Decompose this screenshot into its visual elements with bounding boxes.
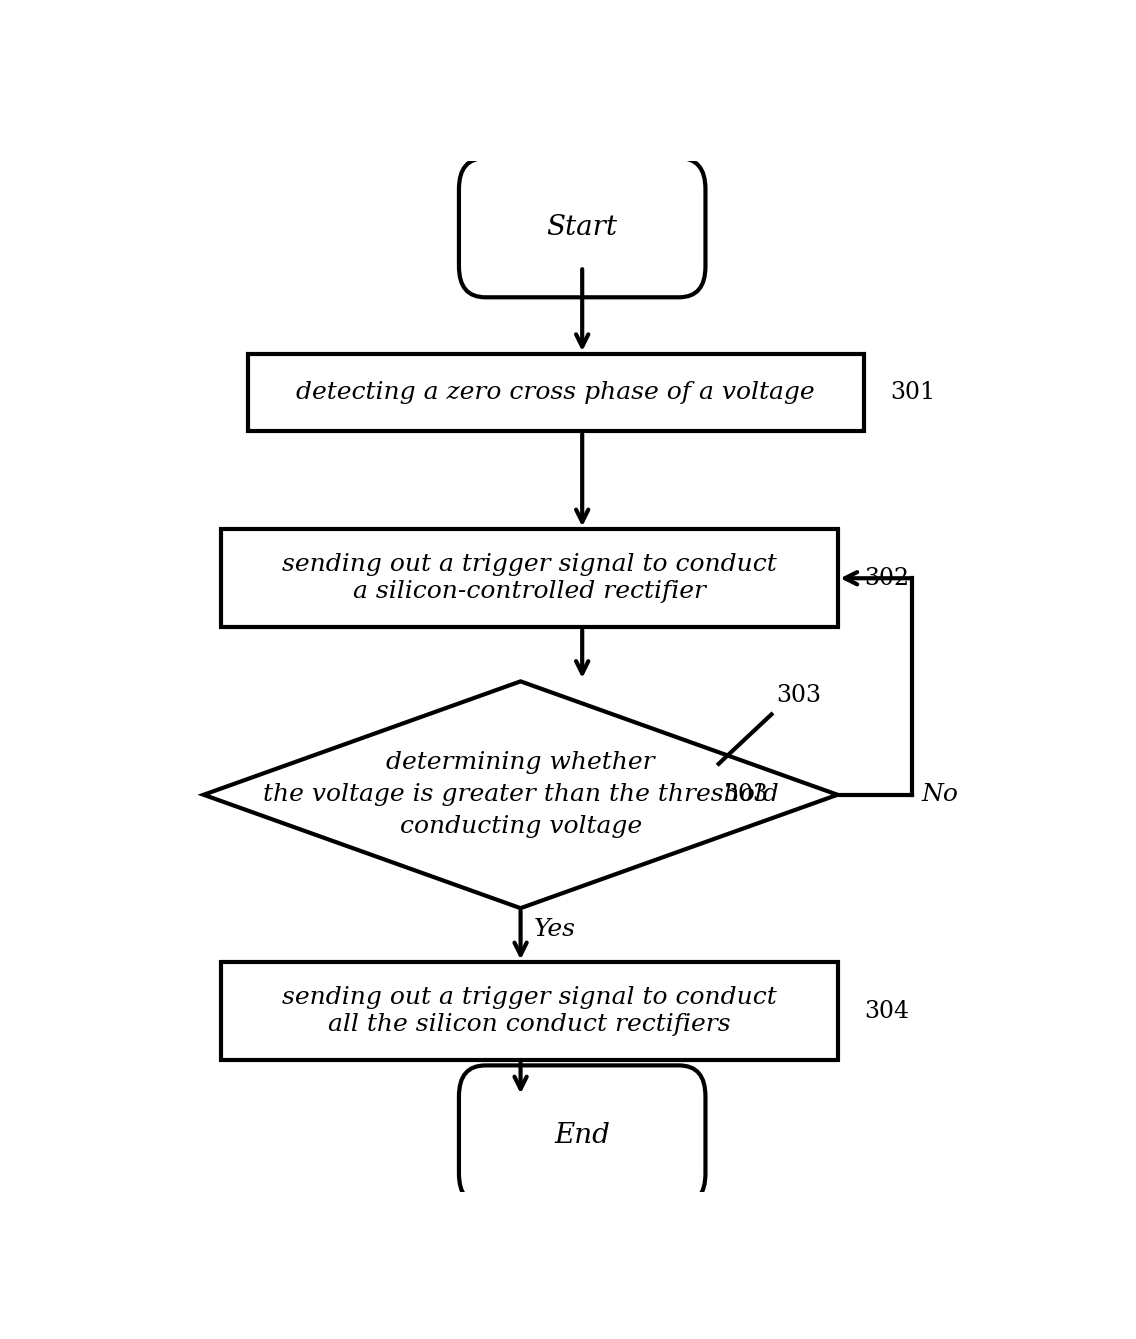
Text: No: No — [921, 783, 958, 806]
Text: End: End — [554, 1122, 610, 1149]
Bar — [248, 353, 864, 431]
Polygon shape — [203, 682, 837, 908]
Text: 303: 303 — [776, 684, 821, 707]
Bar — [222, 529, 837, 627]
Text: 304: 304 — [864, 1000, 909, 1023]
Text: sending out a trigger signal to conduct
all the silicon conduct rectifiers: sending out a trigger signal to conduct … — [282, 987, 777, 1036]
Text: detecting a zero cross phase of a voltage: detecting a zero cross phase of a voltag… — [296, 382, 816, 404]
Text: 302: 302 — [864, 566, 909, 589]
Text: 303: 303 — [722, 783, 768, 806]
Text: sending out a trigger signal to conduct
a silicon-controlled rectifier: sending out a trigger signal to conduct … — [282, 553, 777, 603]
Bar — [222, 963, 837, 1060]
Text: determining whether
the voltage is greater than the threshold
conducting voltage: determining whether the voltage is great… — [262, 751, 778, 838]
Text: Yes: Yes — [534, 919, 576, 941]
Text: Start: Start — [546, 214, 618, 241]
FancyBboxPatch shape — [459, 1066, 705, 1205]
FancyBboxPatch shape — [459, 158, 705, 297]
Text: 301: 301 — [891, 382, 935, 404]
